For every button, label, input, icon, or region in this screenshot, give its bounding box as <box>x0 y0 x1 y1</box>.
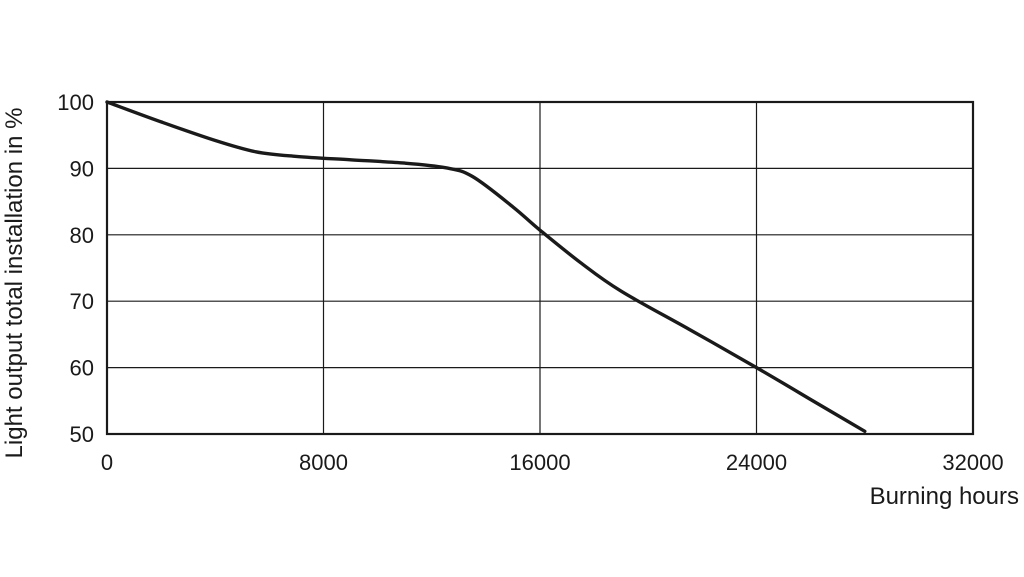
series-line <box>105 100 867 433</box>
x-tick-label: 16000 <box>509 450 570 475</box>
y-tick-label: 80 <box>70 223 94 248</box>
x-tick-label: 32000 <box>942 450 1003 475</box>
y-tick-label: 50 <box>70 422 94 447</box>
grid <box>107 102 973 434</box>
series-layer <box>105 100 867 433</box>
y-tick-label: 60 <box>70 356 94 381</box>
x-tick-label: 8000 <box>299 450 348 475</box>
y-axis-ticks: 50 60 70 80 90 100 <box>57 90 94 447</box>
x-tick-label: 0 <box>101 450 113 475</box>
x-axis-ticks: 0 8000 16000 24000 32000 <box>101 450 1004 475</box>
plot-frame <box>105 100 975 436</box>
x-axis-title: Burning hours <box>870 483 1019 510</box>
y-tick-label: 70 <box>70 289 94 314</box>
y-tick-label: 100 <box>57 90 94 115</box>
x-tick-label: 24000 <box>726 450 787 475</box>
y-axis-title: Light output total installation in % <box>1 108 28 459</box>
y-tick-label: 90 <box>70 156 94 181</box>
